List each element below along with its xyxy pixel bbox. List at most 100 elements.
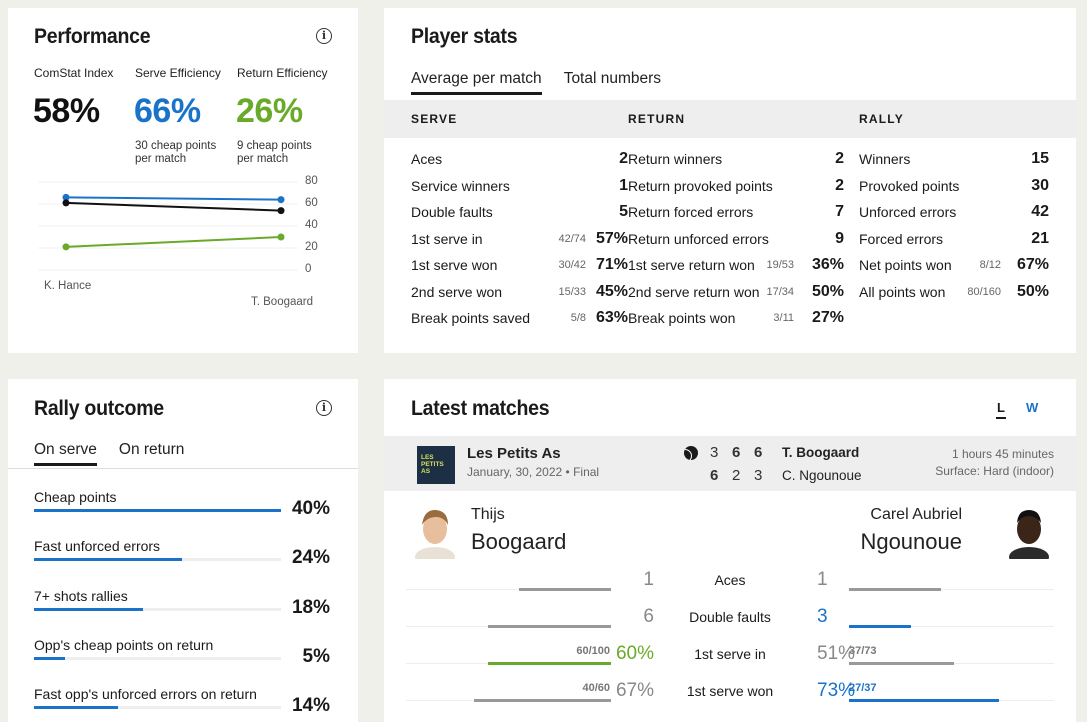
rally-tabs: On serve On return bbox=[34, 441, 184, 466]
tournament-logo: LES PETITS AS bbox=[417, 446, 455, 484]
p2-set-2: 2 bbox=[732, 467, 741, 484]
rally-item-bar-fill bbox=[34, 509, 281, 512]
x-label-left: K. Hance bbox=[44, 280, 92, 292]
performance-line-chart bbox=[38, 181, 298, 271]
series-line bbox=[65, 236, 282, 248]
stat-value: 7 bbox=[835, 203, 844, 220]
rally-item: Opp's cheap points on return 5% bbox=[34, 637, 330, 667]
stat-row: 2nd serve return won 17/34 50% bbox=[628, 283, 844, 310]
series-point bbox=[277, 207, 285, 215]
stat-label: Winners bbox=[859, 151, 911, 167]
player-right-last-name: Ngounoue bbox=[860, 529, 962, 554]
stat-label: Aces bbox=[411, 151, 443, 167]
rally-item-bar bbox=[34, 607, 281, 611]
stat-row: Return forced errors 7 bbox=[628, 203, 844, 230]
comparison-value-right: 73% bbox=[817, 680, 856, 701]
stat-fraction: 17/34 bbox=[766, 285, 794, 298]
stat-row: Forced errors 21 bbox=[859, 230, 1049, 257]
metric-label-serve: Serve Efficiency bbox=[135, 66, 221, 80]
player-left-first-name: Thijs bbox=[471, 506, 505, 523]
comparison-track-left bbox=[406, 589, 611, 590]
rally-item-label: Cheap points bbox=[34, 489, 117, 505]
comparison-bar-left bbox=[488, 662, 611, 665]
stat-value: 57% bbox=[595, 229, 628, 247]
p1-set-2: 6 bbox=[732, 444, 741, 461]
stat-label: Break points won bbox=[628, 310, 736, 326]
filter-wins-button[interactable]: W bbox=[1026, 400, 1039, 415]
latest-matches-card: Latest matches L W LES PETITS AS Les Pet… bbox=[384, 379, 1076, 722]
p2-set-1: 6 bbox=[710, 467, 719, 484]
rally-item-value: 18% bbox=[291, 596, 330, 618]
tab-on-serve[interactable]: On serve bbox=[34, 441, 97, 466]
rally-item-value: 5% bbox=[302, 645, 330, 667]
comparison-value-right: 3 bbox=[817, 606, 828, 627]
stat-row: Break points won 3/11 27% bbox=[628, 309, 844, 336]
stat-label: Return winners bbox=[628, 151, 723, 167]
rally-item-bar bbox=[34, 509, 281, 512]
info-icon[interactable]: i bbox=[316, 28, 332, 44]
stat-row: Service winners 1 bbox=[411, 176, 628, 204]
performance-title: Performance bbox=[34, 25, 151, 48]
stat-value: 1 bbox=[619, 176, 628, 194]
player-stats-tabs: Average per match Total numbers bbox=[411, 70, 661, 95]
stat-row: All points won 80/160 50% bbox=[859, 283, 1049, 310]
stat-value: 15 bbox=[1031, 150, 1049, 167]
metric-value-return: 26% bbox=[236, 92, 303, 130]
info-icon[interactable]: i bbox=[316, 400, 332, 416]
stat-row: Break points saved 5/8 63% bbox=[411, 309, 628, 336]
stat-label: 2nd serve won bbox=[411, 283, 503, 300]
comparison-value-left: 67% bbox=[615, 680, 654, 701]
stat-fraction: 15/33 bbox=[558, 285, 586, 298]
stat-label: All points won bbox=[859, 283, 946, 300]
y-tick-label: 40 bbox=[305, 219, 318, 231]
rally-item-bar-fill bbox=[34, 558, 183, 562]
rally-item-value: 40% bbox=[291, 498, 330, 519]
rally-item: Fast unforced errors 24% bbox=[34, 538, 330, 568]
stat-label: Return provoked points bbox=[628, 177, 773, 194]
comparison-label: 1st serve in bbox=[694, 646, 766, 662]
stat-row: 1st serve in 42/74 57% bbox=[411, 229, 628, 257]
stat-label: Provoked points bbox=[859, 177, 960, 194]
comparison-label: Double faults bbox=[689, 609, 771, 625]
stat-value: 71% bbox=[595, 256, 628, 273]
comparison-bar-right bbox=[849, 662, 954, 665]
comparison-row: 40/60 27/37 67% 1st serve won 73% bbox=[384, 680, 1076, 716]
stat-label: Double faults bbox=[411, 204, 493, 220]
y-tick-label: 60 bbox=[305, 197, 318, 209]
stat-label: Forced errors bbox=[859, 230, 944, 247]
tab-on-return[interactable]: On return bbox=[118, 441, 185, 458]
series-point bbox=[277, 196, 285, 204]
stat-row: Net points won 8/12 67% bbox=[859, 256, 1049, 283]
stat-fraction: 5/8 bbox=[570, 312, 586, 324]
filter-losses-button[interactable]: L bbox=[996, 400, 1006, 419]
stat-fraction: 3/11 bbox=[773, 312, 794, 324]
stat-value: 2 bbox=[835, 176, 844, 194]
stat-value: 5 bbox=[619, 203, 628, 220]
stat-value: 36% bbox=[811, 256, 844, 273]
y-tick-label: 20 bbox=[305, 241, 318, 253]
y-tick-label: 80 bbox=[305, 175, 318, 187]
comparison-value-right: 1 bbox=[817, 569, 828, 590]
stats-header-bar bbox=[384, 100, 1076, 138]
stat-value: 27% bbox=[811, 309, 844, 326]
column-header-rally: RALLY bbox=[859, 112, 904, 126]
comparison-row: 60/100 37/73 60% 1st serve in 51% bbox=[384, 643, 1076, 679]
stat-row: Return provoked points 2 bbox=[628, 176, 844, 204]
stat-value: 42 bbox=[1031, 203, 1049, 220]
metric-label-comstat: ComStat Index bbox=[34, 66, 114, 80]
stat-label: 1st serve return won bbox=[628, 257, 755, 273]
player-right-avatar bbox=[1008, 503, 1050, 567]
player-left-last-name: Boogaard bbox=[471, 529, 567, 554]
tab-average-per-match[interactable]: Average per match bbox=[411, 70, 542, 95]
comparison-value-right: 51% bbox=[817, 643, 856, 664]
stat-row: Return winners 2 bbox=[628, 150, 844, 177]
stat-row: 2nd serve won 15/33 45% bbox=[411, 283, 628, 310]
winner-name: T. Boogaard bbox=[782, 445, 860, 460]
comparison-bar-right bbox=[849, 588, 941, 591]
column-header-return: RETURN bbox=[628, 112, 686, 126]
match-header[interactable]: LES PETITS AS Les Petits As January, 30,… bbox=[384, 436, 1076, 491]
tab-total-numbers[interactable]: Total numbers bbox=[563, 70, 662, 87]
series-line bbox=[65, 201, 282, 212]
stat-label: 2nd serve return won bbox=[628, 283, 760, 300]
match-duration: 1 hours 45 minutes bbox=[951, 447, 1054, 461]
